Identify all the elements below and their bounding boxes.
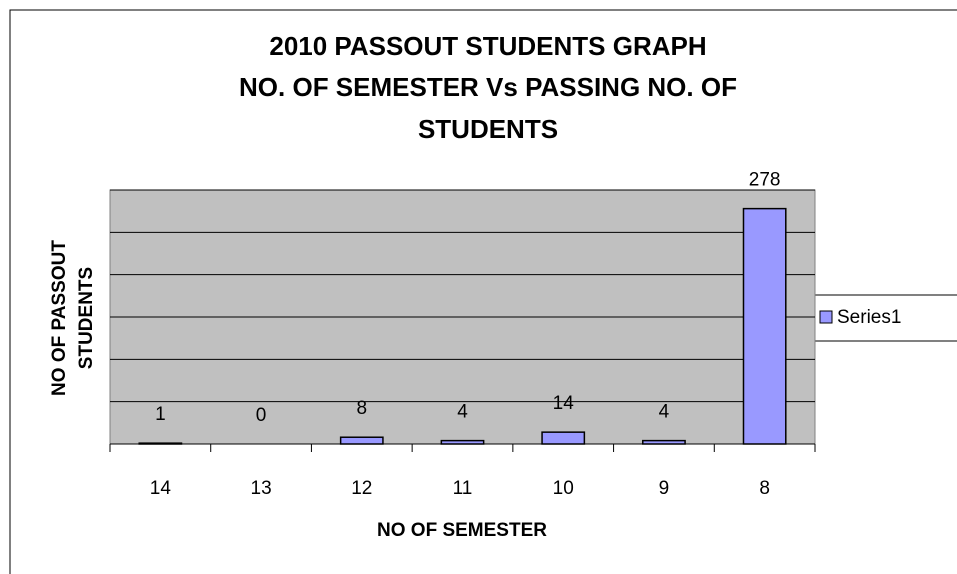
chart-title: 2010 PASSOUT STUDENTS GRAPH <box>269 31 706 61</box>
bar <box>642 439 686 445</box>
y-axis-title: STUDENTS <box>76 267 97 369</box>
legend-box <box>807 294 957 342</box>
bar <box>541 431 586 445</box>
data-label: 0 <box>256 405 267 426</box>
data-label: 4 <box>659 402 670 423</box>
x-tick-label: 13 <box>251 478 272 499</box>
data-label: 4 <box>457 402 468 423</box>
x-tick-label: 11 <box>453 478 473 499</box>
data-label: 1 <box>155 404 166 425</box>
legend-label: Series1 <box>837 307 901 328</box>
x-tick-label: 9 <box>659 478 670 499</box>
chart-title: NO. OF SEMESTER Vs PASSING NO. OF <box>239 72 737 102</box>
bar <box>742 207 787 445</box>
data-label: 8 <box>356 398 367 419</box>
x-axis-title: NO OF SEMESTER <box>377 520 547 541</box>
legend-swatch <box>819 310 833 324</box>
chart-title: STUDENTS <box>418 114 558 144</box>
bar <box>138 442 183 445</box>
x-tick-label: 10 <box>553 478 574 499</box>
data-label: 14 <box>553 393 575 414</box>
data-label: 278 <box>749 170 781 191</box>
y-axis-title: NO OF PASSOUT <box>49 240 70 396</box>
bar <box>440 439 485 445</box>
x-tick-label: 12 <box>351 478 372 499</box>
x-tick-label: 8 <box>759 478 770 499</box>
bar <box>339 436 384 445</box>
x-tick-label: 14 <box>150 478 172 499</box>
